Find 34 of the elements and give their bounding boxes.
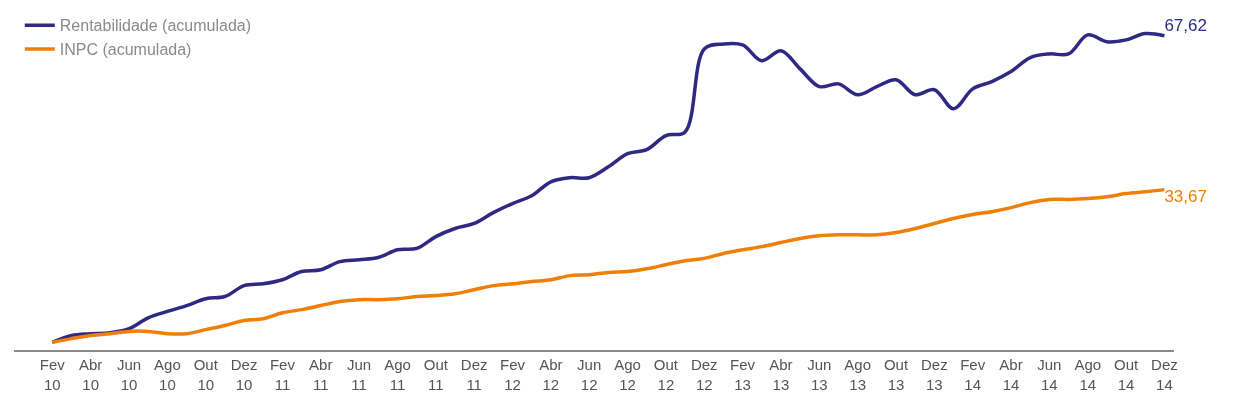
x-tick-label: Ago 12 — [614, 356, 641, 393]
x-tick-label: Abr 12 — [539, 356, 563, 393]
legend-label: INPC (acumulada) — [59, 41, 192, 59]
x-tick-label: Fev 13 — [730, 356, 756, 393]
x-tick-label: Dez 13 — [920, 356, 948, 393]
x-tick-label: Dez 12 — [690, 356, 718, 393]
x-tick-label: Abr 11 — [309, 356, 333, 393]
x-tick-label: Dez 10 — [230, 356, 258, 393]
x-tick-label: Out 13 — [883, 356, 909, 393]
x-tick-label: Jun 12 — [577, 356, 602, 393]
x-tick-label: Out 12 — [653, 356, 679, 393]
x-tick-label: Ago 10 — [154, 356, 181, 393]
x-tick-label: Fev 10 — [39, 356, 66, 393]
x-tick-label: Jun 11 — [347, 356, 372, 393]
x-tick-label: Dez 11 — [460, 356, 488, 393]
x-tick-label: Fev 11 — [269, 356, 296, 393]
x-tick-label: Abr 13 — [769, 356, 793, 393]
x-tick-label: Dez 14 — [1151, 356, 1178, 393]
x-tick-label: Abr 10 — [79, 356, 103, 393]
data-label: 67,62 — [1164, 16, 1207, 36]
x-tick-label: Fev 14 — [960, 356, 986, 393]
x-tick-label: Out 10 — [193, 356, 219, 393]
data-label: 33,67 — [1164, 187, 1207, 207]
x-tick-label: Ago 13 — [844, 356, 871, 393]
x-tick-label: Abr 14 — [999, 356, 1023, 393]
x-tick-label: Ago 14 — [1074, 356, 1102, 393]
x-tick-label: Out 11 — [423, 356, 449, 393]
x-tick-label: Jun 13 — [807, 356, 832, 393]
x-tick-label: Ago 11 — [384, 356, 411, 393]
x-tick-label: Jun 10 — [116, 356, 142, 393]
x-tick-label: Out 14 — [1113, 356, 1139, 393]
legend-label: Rentabilidade (acumulada) — [59, 17, 252, 35]
x-tick-label: Jun 14 — [1037, 356, 1062, 393]
x-tick-label: Fev 12 — [500, 356, 526, 393]
